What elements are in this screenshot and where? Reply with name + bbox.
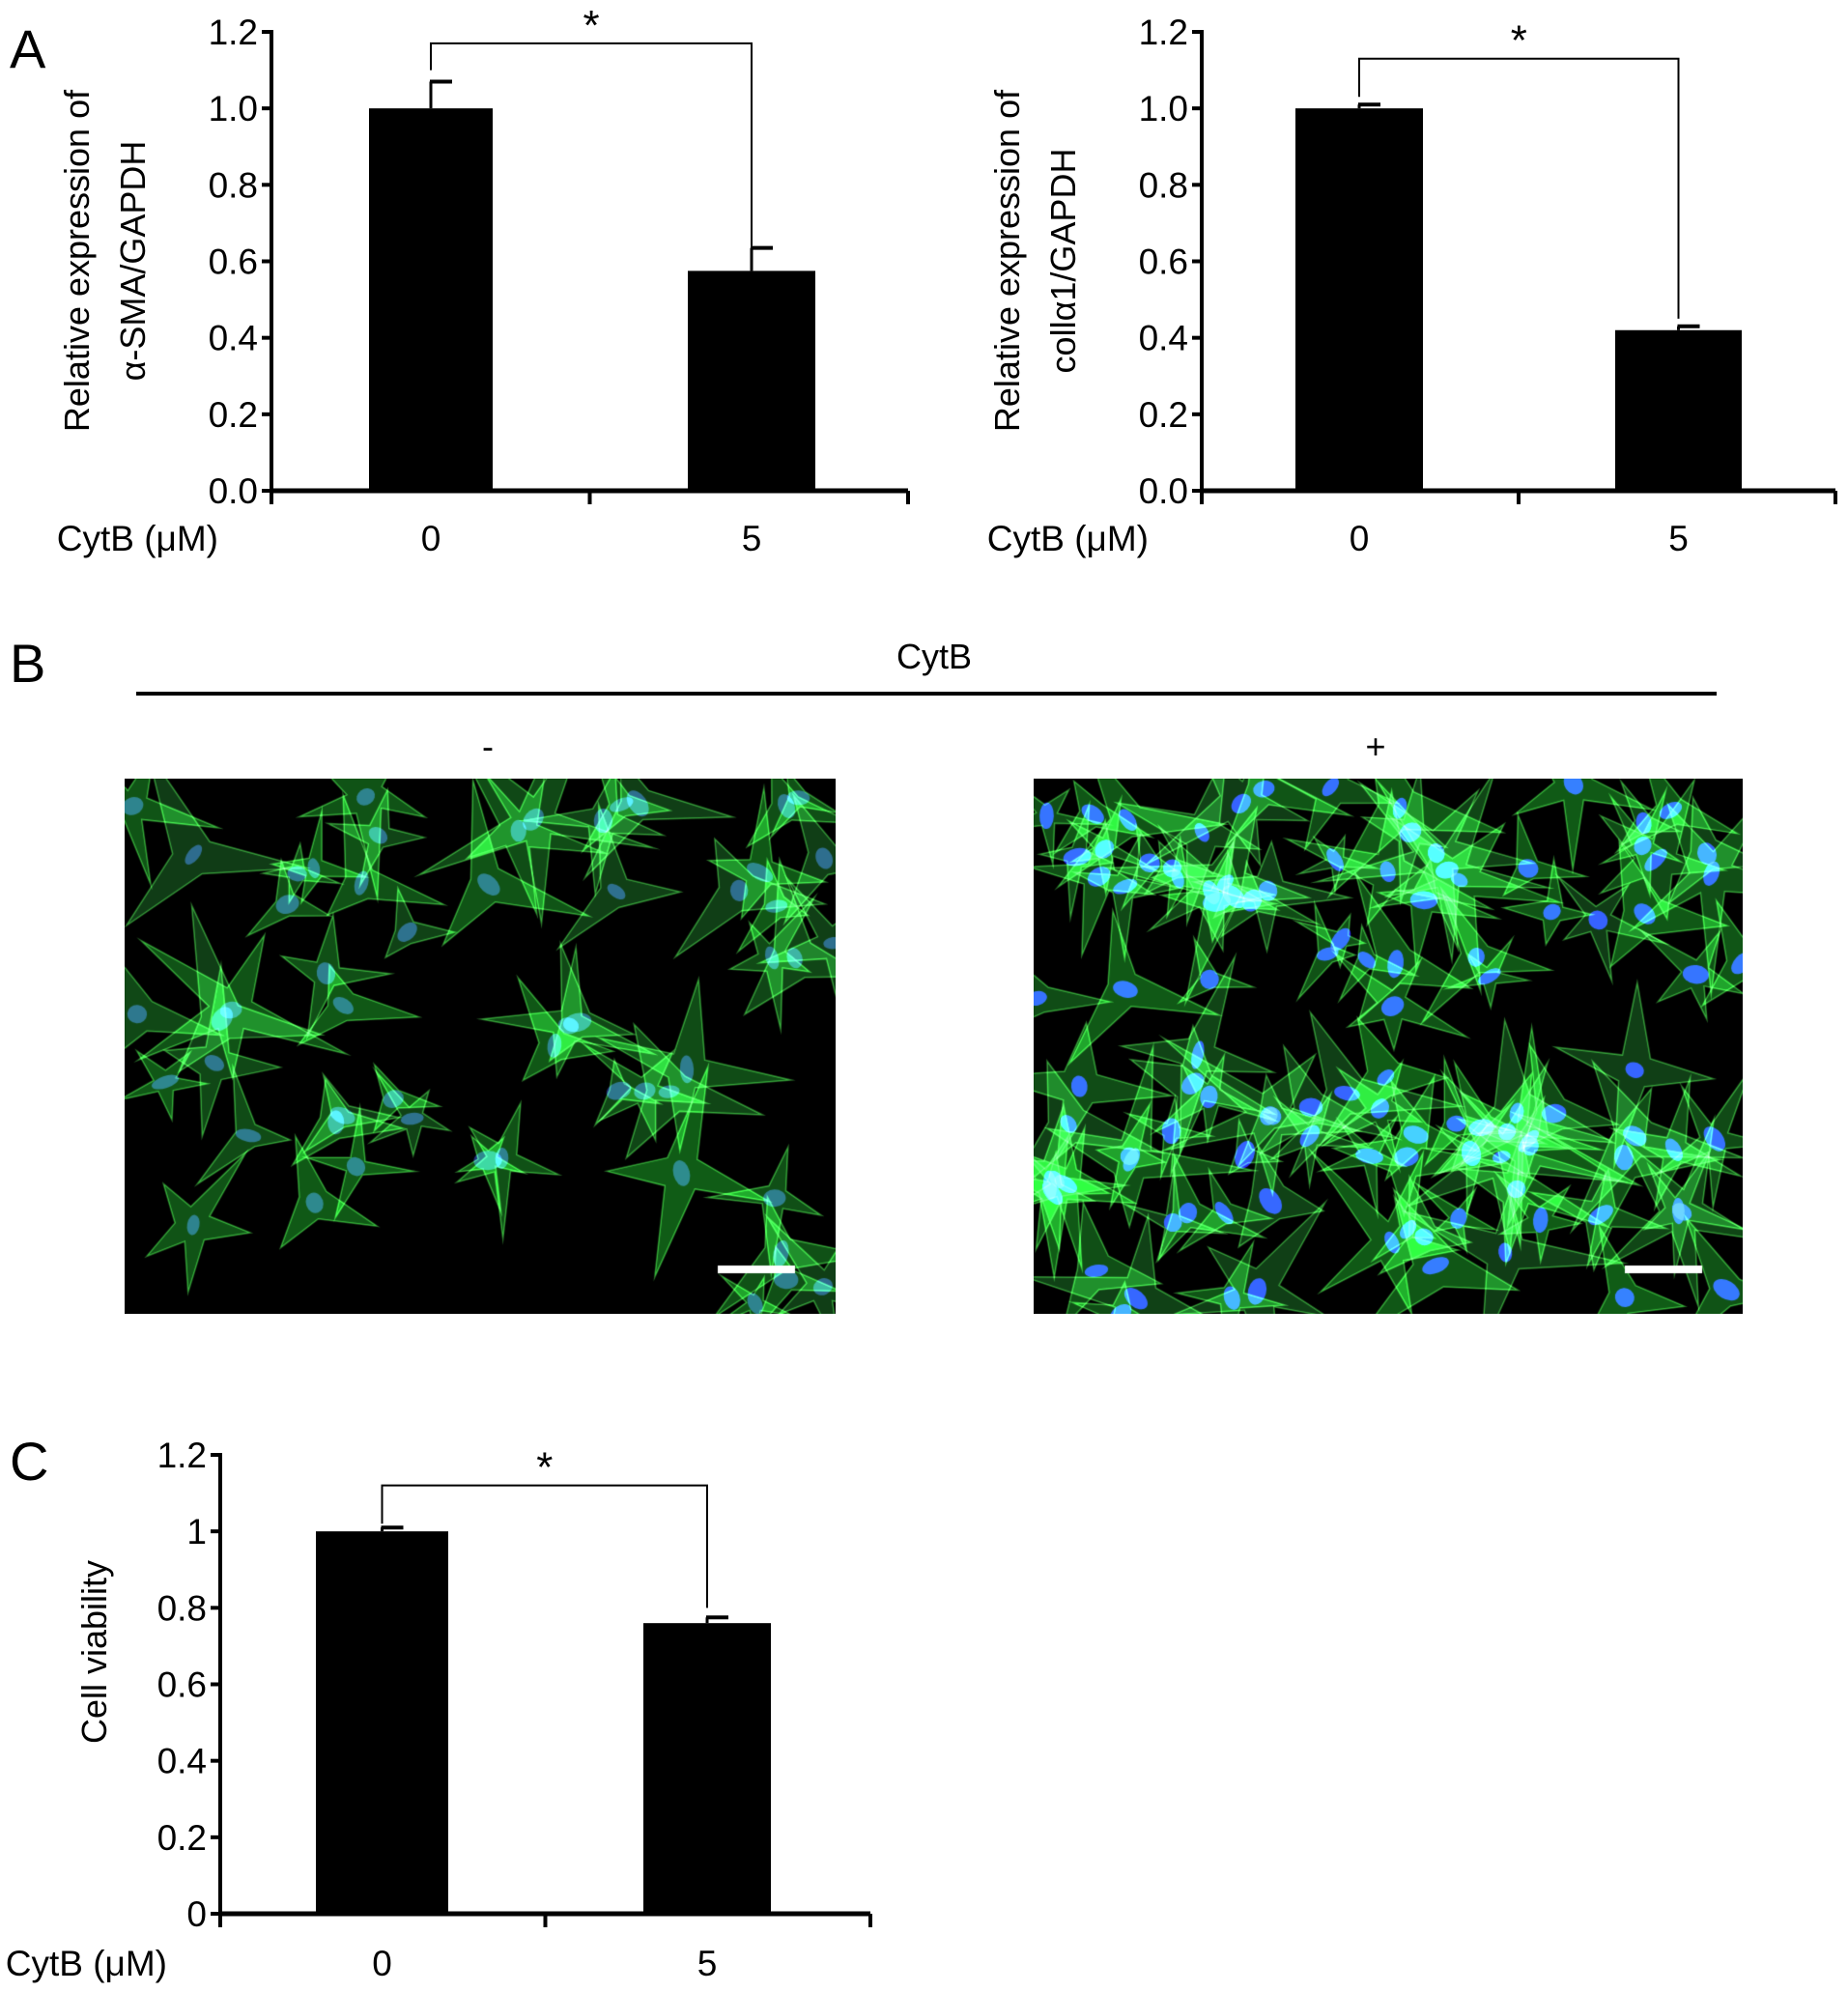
treatment-label: CytB [896, 637, 972, 676]
y-tick-label: 0 [186, 1894, 207, 1934]
significance-star: * [583, 2, 599, 49]
y-tick-label: 1.2 [157, 1436, 207, 1475]
y-tick-label: 0.4 [209, 319, 258, 358]
y-tick-label: 0.6 [209, 242, 258, 282]
bar-0 [369, 108, 493, 492]
significance-bracket [1358, 57, 1680, 319]
chart-alpha-sma: Relative expression of α-SMA/GAPDH 0 5 0.0 0.… [57, 2, 910, 558]
y-tick-label: 0.4 [157, 1742, 207, 1781]
bar-5 [643, 1623, 771, 1914]
significance-star: * [536, 1444, 553, 1492]
x-tick-label: 5 [1668, 519, 1689, 558]
panel-label-c: C [10, 1431, 48, 1492]
condition-minus: - [482, 726, 494, 766]
y-tick-label: 0.8 [1139, 165, 1188, 205]
panel-label-b: B [10, 633, 45, 694]
bar-0 [316, 1531, 448, 1914]
significance-bracket [381, 1484, 708, 1608]
y-tick-label: 1 [186, 1512, 207, 1551]
x-axis-label: CytB (μM) [987, 519, 1149, 558]
bar-0 [1295, 108, 1423, 492]
y-axis-label: collα1/GAPDH [1043, 149, 1083, 374]
y-tick-label: 1.2 [209, 13, 258, 52]
x-axis-label: CytB (μM) [6, 1944, 167, 1983]
y-tick-label: 0.8 [157, 1588, 207, 1628]
y-axis-label: Relative expression of [987, 89, 1027, 432]
y-tick-label: 1.2 [1139, 13, 1188, 52]
micrograph-cytb [1034, 779, 1743, 1314]
y-tick-label: 0.2 [157, 1818, 207, 1858]
chart-col1a1: Relative expression of collα1/GAPDH 0 5 0.0 0… [987, 13, 1837, 558]
x-tick-label: 5 [697, 1944, 718, 1983]
y-tick-label: 0.0 [1139, 471, 1188, 511]
y-tick-label: 1.0 [209, 89, 258, 128]
x-axis-label: CytB (μM) [57, 519, 218, 558]
y-axis-label: Relative expression of [57, 89, 97, 432]
bar-5 [1615, 329, 1742, 491]
y-tick-label: 0.8 [209, 165, 258, 205]
y-tick-label: 1.0 [1139, 89, 1188, 128]
x-tick-label: 0 [1350, 519, 1370, 558]
chart-cell-viability: Cell viability 0 5 0 0.2 0.4 0.6 0.8 1 1.2 CytB (μ… [6, 1436, 872, 1983]
y-tick-label: 0.6 [157, 1665, 207, 1705]
bar-5 [688, 270, 815, 491]
x-tick-label: 0 [372, 1944, 392, 1983]
micrograph-control [125, 779, 836, 1314]
condition-plus: + [1365, 726, 1385, 766]
y-tick-label: 0.0 [209, 471, 258, 511]
y-tick-label: 0.2 [1139, 395, 1188, 435]
panel-label-a: A [10, 18, 46, 79]
significance-bracket [430, 42, 753, 246]
x-tick-label: 5 [742, 519, 762, 558]
y-tick-label: 0.2 [209, 395, 258, 435]
significance-star: * [1511, 17, 1527, 65]
y-axis-label: Cell viability [74, 1560, 114, 1744]
y-tick-label: 0.6 [1139, 242, 1188, 282]
x-tick-label: 0 [421, 519, 441, 558]
y-axis-label: α-SMA/GAPDH [113, 141, 153, 382]
y-tick-label: 0.4 [1139, 319, 1188, 358]
